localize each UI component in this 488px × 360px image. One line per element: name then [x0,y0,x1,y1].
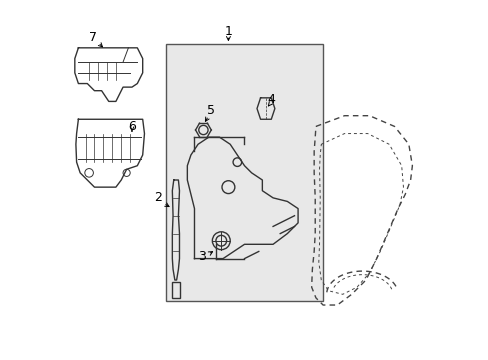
Text: 7: 7 [88,31,97,44]
FancyBboxPatch shape [165,44,323,301]
Bar [171,282,180,298]
Text: 3: 3 [198,250,206,263]
Text: 4: 4 [267,93,275,106]
Text: 1: 1 [224,25,232,38]
Text: 2: 2 [154,192,162,204]
Text: 6: 6 [128,120,136,133]
Text: 5: 5 [206,104,214,117]
